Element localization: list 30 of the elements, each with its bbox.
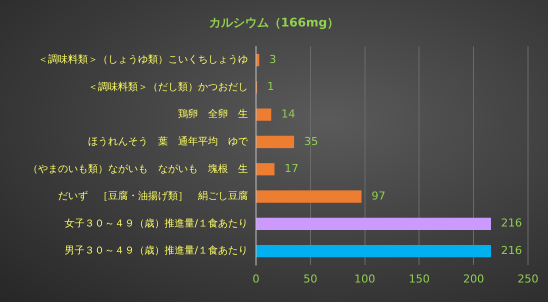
y-tick-label: 男子３０～４９（歳）推進量/１食あたり	[64, 244, 248, 257]
chart-title: カルシウム（166mg）	[208, 15, 340, 30]
data-label: 216	[501, 244, 522, 258]
data-label: 216	[501, 216, 522, 230]
data-label: 17	[284, 162, 298, 176]
y-tick-label: （やまのいも類）ながいも ながいも 塊根 生	[28, 162, 248, 175]
bar	[256, 218, 492, 230]
bar	[256, 163, 274, 176]
data-label: 3	[269, 52, 276, 66]
x-tick-label: 0	[252, 272, 260, 286]
y-tick-label: 鶏卵 全卵 生	[178, 108, 248, 120]
x-tick-label: 250	[518, 272, 538, 286]
x-tick-label: 100	[354, 272, 376, 286]
data-label: 97	[372, 189, 386, 202]
bar	[256, 245, 492, 258]
data-label: 14	[281, 108, 296, 121]
y-tick-label: 女子３０～４９（歳）推進量/１食あたり	[64, 217, 248, 230]
bar	[256, 108, 272, 121]
y-tick-label: だいず ［豆腐・油揚げ類］ 絹ごし豆腐	[58, 190, 248, 202]
bar	[256, 190, 362, 203]
x-tick-label: 150	[408, 272, 430, 286]
x-tick-label: 200	[463, 272, 484, 286]
x-tick-label: 50	[303, 272, 318, 286]
y-tick-label: ＜調味料類＞（しょうゆ類）こいくちしょうゆ	[38, 54, 248, 66]
data-label: 35	[304, 134, 318, 148]
data-label: 1	[267, 80, 274, 94]
y-tick-label: ほうれんそう 葉 通年平均 ゆで	[88, 136, 249, 148]
bar	[256, 136, 294, 148]
bar	[256, 54, 260, 66]
y-tick-label: ＜調味料類＞（だし類）かつおだし	[88, 80, 248, 93]
